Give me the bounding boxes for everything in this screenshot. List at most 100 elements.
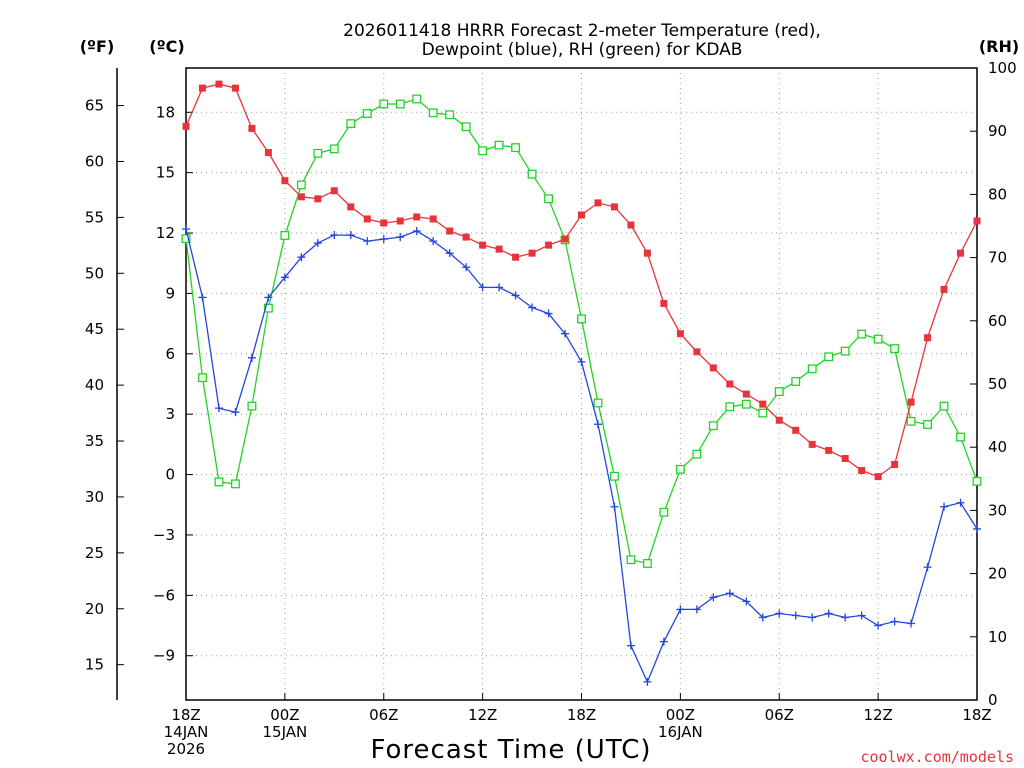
celsius-tick-label: −3 [153,526,175,544]
temperature-point [874,473,882,481]
rh-tick-label: 50 [988,375,1007,393]
dewpoint-point [182,225,190,234]
time-tick-label: 18Z [962,706,991,724]
temperature-point [512,253,520,261]
rh-point [346,119,356,129]
dewpoint-point [363,237,372,246]
temperature-point [231,84,239,92]
temperature-point [314,195,322,203]
rh-point [758,408,768,418]
rh-point [412,94,422,104]
temperature-point [759,400,767,408]
dewpoint-point [676,605,685,614]
temperature-point [528,249,536,257]
temperature-point [660,299,668,307]
time-tick-label: 06Z [369,706,398,724]
rh-point [873,334,883,344]
time-tick-label: 06Z [765,706,794,724]
rh-point [725,402,735,412]
dewpoint-point [511,291,520,300]
temperature-point [693,348,701,356]
dewpoint-point [709,593,718,602]
time-tick-label: 18Z [171,706,200,724]
rh-point [626,555,636,565]
fahrenheit-tick-label: 15 [85,656,104,674]
rh-point [642,559,652,568]
temperature-point [858,467,866,475]
temperature-point [396,217,404,225]
rh-tick-label: 100 [988,59,1017,77]
rh-point [675,464,685,474]
rh-point [939,401,949,411]
dewpoint-point [330,231,339,240]
dewpoint-point [692,605,701,614]
rh-point [461,122,471,132]
rh-point [198,373,207,383]
temperature-point [182,122,190,130]
dewpoint-point [247,353,256,362]
rh-point [280,231,290,240]
rh-point [329,144,339,154]
celsius-tick-label: 15 [156,164,175,182]
dewpoint-point [593,420,602,429]
rh-point [593,398,603,408]
fahrenheit-tick-label: 40 [85,376,104,394]
rh-point [428,108,438,118]
celsius-tick-label: 0 [165,466,175,484]
temperature-point [825,446,833,454]
dewpoint-point [956,498,965,507]
dewpoint-point [495,283,504,292]
dewpoint-point [973,524,981,533]
rh-point [807,364,817,374]
celsius-axis: −9 −6 −3 0 3 6 9 12 15 18 [153,103,193,665]
x-axis-label: Forecast Time (UTC) [370,735,651,765]
time-tick-label: 00Z [666,706,695,724]
dewpoint-point [626,641,635,650]
dewpoint-point [824,609,833,618]
rh-axis: 0 10 20 30 40 50 60 70 80 90 100 [970,59,1017,709]
rh-point [610,471,619,481]
rh-point [395,99,405,109]
rh-tick-label: 20 [988,565,1007,583]
rh-tick-label: 60 [988,312,1007,330]
temperature-point [709,364,717,372]
rh-point [791,377,801,386]
rh-point [230,479,240,489]
rh-point [313,148,323,158]
chart-title-line1: 2026011418 HRRR Forecast 2-meter Tempera… [343,21,821,41]
dewpoint-point [791,611,800,620]
rh-tick-label: 10 [988,628,1007,646]
dewpoint-point [379,235,388,244]
rh-point [214,477,224,487]
temperature-point [330,187,338,195]
rh-point [906,416,916,426]
fahrenheit-tick-label: 55 [85,208,104,226]
rh-point [840,346,850,356]
dewpoint-point [478,283,487,292]
temperature-point [610,203,618,211]
temperature-point [742,390,750,398]
fahrenheit-axis: 15 20 25 30 35 40 45 50 55 60 65 [85,97,124,674]
fahrenheit-tick-label: 45 [85,320,104,338]
rh-point [956,432,965,442]
temperature-point [676,330,684,338]
temperature-point [264,149,272,157]
dewpoint-point [758,613,767,622]
rh-point [445,110,455,120]
credit-text: coolwx.com/models [860,748,1014,766]
dewpoint-point [544,309,553,318]
temperature-point [561,235,569,243]
dewpoint-point [429,237,438,246]
celsius-tick-label: 6 [165,345,175,363]
temperature-point [297,193,305,201]
dewpoint-point [280,273,289,282]
temperature-point [643,249,651,257]
rh-point [494,140,504,150]
dewpoint-point [659,637,668,646]
temperature-point [940,285,948,293]
temperature-point [891,461,899,469]
fahrenheit-unit-label: (ºF) [80,37,115,56]
fahrenheit-tick-label: 50 [85,264,104,282]
dewpoint-point [313,239,322,248]
